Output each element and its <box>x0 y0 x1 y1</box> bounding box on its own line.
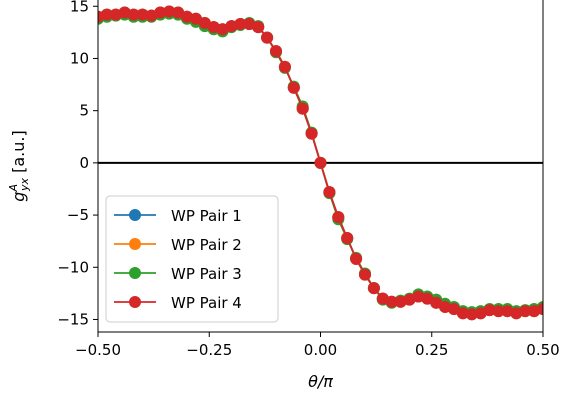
data-point <box>421 292 434 305</box>
legend-entry: WP Pair 3 <box>114 265 242 283</box>
data-point <box>127 8 140 21</box>
legend-label: WP Pair 3 <box>171 265 242 283</box>
data-point <box>341 232 354 245</box>
series-layer <box>98 5 543 321</box>
data-point <box>314 156 327 169</box>
x-tick-label: 0.25 <box>415 341 448 359</box>
legend-entry: WP Pair 1 <box>114 207 242 225</box>
series-4 <box>98 5 543 321</box>
y-axis-label: gAyx [a.u.] <box>7 130 31 201</box>
y-tick-label: 10 <box>70 49 89 67</box>
data-point <box>367 282 380 295</box>
data-point <box>189 12 202 25</box>
legend-label: WP Pair 4 <box>171 294 242 312</box>
x-axis-label: θ/π <box>308 372 333 391</box>
data-point <box>537 303 543 316</box>
legend-frame <box>105 195 279 323</box>
x-tick-label: −0.25 <box>186 341 232 359</box>
data-point <box>100 8 113 21</box>
legend-label: WP Pair 2 <box>171 236 242 254</box>
x-tick-label: 0.50 <box>526 341 559 359</box>
legend-label: WP Pair 1 <box>171 207 242 225</box>
data-point <box>350 252 363 265</box>
legend-marker <box>129 296 141 308</box>
data-point <box>154 6 167 19</box>
data-point <box>287 81 300 94</box>
x-tick-label: −0.50 <box>75 341 121 359</box>
data-point <box>483 304 496 317</box>
x-tick-label: 0.00 <box>304 341 337 359</box>
data-point <box>261 31 274 44</box>
data-point <box>252 21 265 34</box>
data-point <box>136 8 149 21</box>
legend-marker <box>129 267 141 279</box>
data-point <box>359 268 371 281</box>
data-point <box>465 308 478 321</box>
legend: WP Pair 1 WP Pair 2 WP Pair 3 WP Pair 4 <box>105 195 279 323</box>
legend-entry: WP Pair 4 <box>114 294 242 312</box>
data-point <box>296 102 309 115</box>
data-point <box>332 211 345 224</box>
y-tick-label: −15 <box>57 310 89 328</box>
data-point <box>519 305 532 318</box>
data-point <box>492 305 505 318</box>
data-point <box>323 186 336 199</box>
axes-layer: −0.50 −0.25 0.00 0.25 0.50 15 10 5 0 −5 −10 −15 θ/π g… <box>7 0 560 391</box>
legend-marker <box>129 238 141 250</box>
y-tick-label: 0 <box>79 154 89 172</box>
data-point <box>385 295 398 308</box>
data-point <box>305 127 318 140</box>
data-point <box>198 16 211 29</box>
data-point <box>448 303 460 316</box>
y-tick-label: 15 <box>70 0 89 15</box>
y-tick-label: −10 <box>57 258 89 276</box>
data-point <box>234 18 247 31</box>
y-tick-label: −5 <box>67 206 89 224</box>
legend-marker <box>129 209 141 221</box>
data-point <box>172 6 185 19</box>
data-point <box>456 307 469 320</box>
data-point <box>278 60 291 73</box>
y-tick-label: 5 <box>79 102 89 120</box>
data-point <box>163 5 176 18</box>
data-point <box>430 296 443 309</box>
data-point <box>270 45 282 58</box>
legend-entry: WP Pair 2 <box>114 236 242 254</box>
